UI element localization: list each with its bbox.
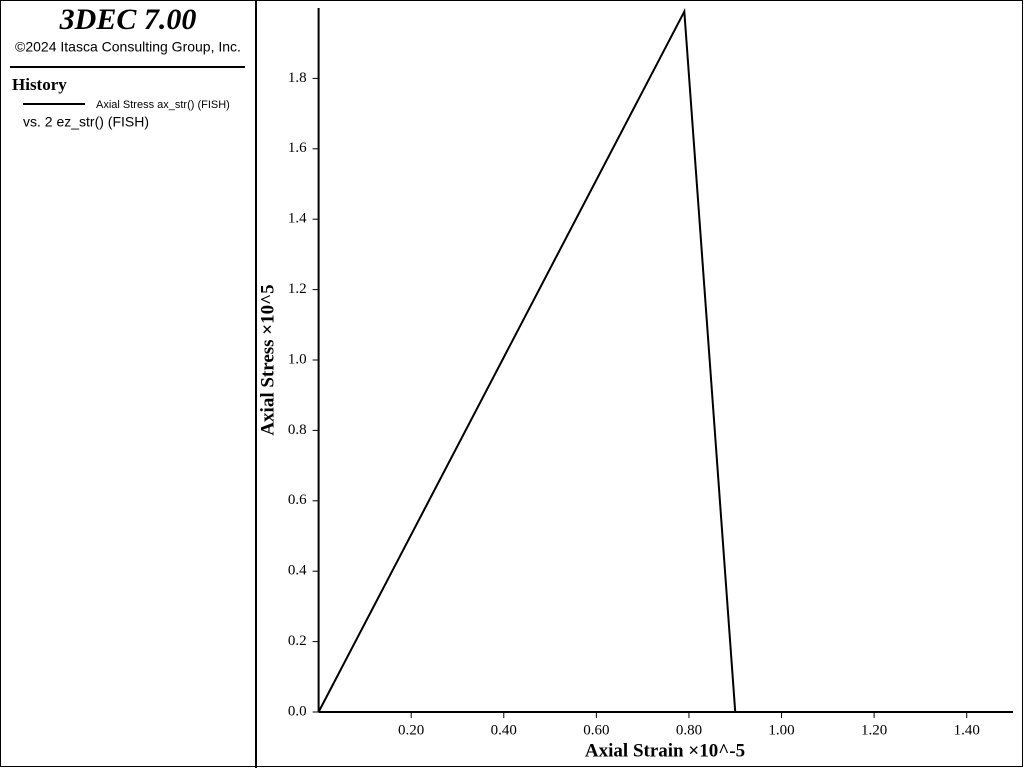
x-tick-label: 1.20 bbox=[861, 722, 887, 738]
y-tick-label: 1.0 bbox=[288, 351, 307, 367]
y-tick-label: 0.2 bbox=[288, 633, 307, 649]
y-tick-label: 1.6 bbox=[288, 140, 307, 156]
y-axis-label: Axial Stress ×10^5 bbox=[257, 284, 278, 435]
y-tick-label: 0.6 bbox=[288, 492, 307, 508]
y-tick-label: 1.4 bbox=[288, 211, 307, 227]
series-line bbox=[317, 7, 737, 713]
y-tick-label: 1.8 bbox=[288, 70, 307, 86]
x-tick-label: 0.60 bbox=[583, 722, 609, 738]
y-tick-label: 1.2 bbox=[288, 281, 307, 297]
y-tick-label: 0.0 bbox=[288, 703, 307, 719]
x-tick-label: 0.20 bbox=[398, 722, 424, 738]
x-axis-label: Axial Strain ×10^-5 bbox=[585, 740, 745, 761]
y-tick-label: 0.4 bbox=[288, 563, 307, 579]
legend-note: vs. 2 ez_str() (FISH) bbox=[23, 114, 149, 130]
copyright: ©2024 Itasca Consulting Group, Inc. bbox=[15, 39, 241, 55]
x-tick-label: 0.40 bbox=[491, 722, 517, 738]
x-tick-label: 1.40 bbox=[954, 722, 980, 738]
legend-entry: Axial Stress ax_str() (FISH) bbox=[96, 99, 230, 111]
x-tick-label: 0.80 bbox=[676, 722, 702, 738]
app-title: 3DEC 7.00 bbox=[59, 3, 197, 36]
y-tick-label: 0.8 bbox=[288, 422, 307, 438]
legend-title: History bbox=[12, 75, 67, 94]
x-tick-label: 1.00 bbox=[768, 722, 794, 738]
